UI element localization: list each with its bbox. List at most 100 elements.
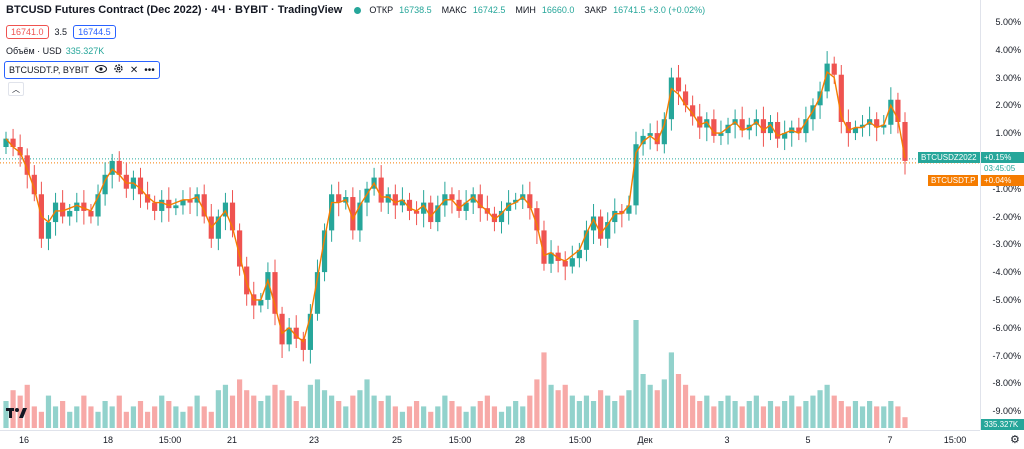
volume-bar <box>640 374 646 428</box>
volume-bar <box>421 406 427 428</box>
volume-bar <box>166 401 172 428</box>
volume-bar <box>520 406 526 428</box>
volume-bar <box>144 411 151 428</box>
volume-value: 335.327K <box>65 46 105 56</box>
candle <box>796 127 802 134</box>
volume-bar <box>675 374 682 428</box>
time-axis-tick: 15:00 <box>448 435 472 445</box>
candle <box>229 202 236 231</box>
volume-bar <box>725 395 731 428</box>
volume-bar <box>364 379 370 428</box>
candle <box>173 205 179 209</box>
volume-bar <box>293 401 299 428</box>
candle <box>222 202 229 217</box>
candle <box>45 222 52 239</box>
candle <box>640 135 646 145</box>
price-axis-tick: 4.00% <box>995 44 1021 55</box>
volume-bar <box>612 401 618 428</box>
volume-bar <box>194 395 200 428</box>
volume-bar <box>668 352 675 428</box>
volume-bar <box>491 406 498 428</box>
price-chart[interactable] <box>0 0 980 430</box>
buy-price-button[interactable]: 16744.5 <box>73 25 116 39</box>
volume-bar <box>661 379 667 428</box>
candle <box>612 210 618 223</box>
candle <box>852 127 859 134</box>
settings-gear-icon[interactable]: ⚙ <box>1010 434 1020 446</box>
candle <box>782 133 788 139</box>
volume-bar <box>767 401 774 428</box>
volume-bar <box>272 384 278 428</box>
volume-bar <box>31 406 37 428</box>
candle <box>463 202 469 211</box>
volume-bar <box>470 406 476 428</box>
volume-bar <box>527 395 533 428</box>
candle <box>421 202 427 214</box>
candle <box>668 77 675 120</box>
candle <box>52 202 59 223</box>
volume-bar <box>810 395 816 428</box>
volume-bar <box>803 401 809 428</box>
volume-bar <box>60 401 66 428</box>
sell-price-button[interactable]: 16741.0 <box>6 25 49 39</box>
candle <box>74 202 80 211</box>
tradingview-logo[interactable] <box>6 406 30 422</box>
volume-bar <box>116 395 122 428</box>
candle <box>845 121 851 134</box>
candle <box>159 199 165 211</box>
volume-bar <box>286 395 292 428</box>
candle <box>456 199 462 211</box>
volume-bar <box>782 401 788 428</box>
candle <box>477 194 483 209</box>
candle <box>449 194 455 200</box>
spread-value: 3.5 <box>54 27 68 37</box>
candle <box>562 260 568 267</box>
volume-bar <box>329 395 335 428</box>
candle <box>675 77 682 92</box>
volume-bar <box>244 390 250 428</box>
volume-bar <box>371 395 377 428</box>
volume-bar <box>137 401 144 428</box>
compare-symbol-legend[interactable]: BTCUSDT.P, BYBIT ✕ ••• <box>4 61 160 79</box>
time-axis-tick: 3 <box>724 435 730 445</box>
time-axis-tick: 5 <box>805 435 811 445</box>
candle <box>874 119 880 128</box>
candle <box>647 133 653 136</box>
volume-bar <box>619 395 625 428</box>
candle <box>803 119 809 134</box>
volume-bar <box>852 401 859 428</box>
close-icon[interactable]: ✕ <box>129 64 139 76</box>
eye-icon[interactable] <box>94 64 107 77</box>
volume-bar <box>251 395 257 428</box>
candle <box>711 119 717 136</box>
more-icon[interactable]: ••• <box>144 64 155 76</box>
volume-bar <box>505 406 512 428</box>
gear-icon[interactable] <box>113 63 124 77</box>
price-axis[interactable]: 5.00% 4.00% 3.00% 2.00% 1.00% -1.00% -2.00% -3.… <box>980 0 1024 430</box>
candle <box>10 138 16 147</box>
volume-bar <box>3 401 9 428</box>
volume-bar <box>152 406 158 428</box>
time-axis[interactable]: 16 18 15:00 21 23 25 15:00 28 15:00 Дек 3 5 7 15:00 <box>0 430 980 449</box>
candle <box>626 205 632 214</box>
volume-bar <box>888 401 894 428</box>
low-value: 16660.0 <box>541 5 575 15</box>
volume-bar <box>534 379 540 428</box>
candle <box>166 199 172 209</box>
volume-bar <box>229 395 236 428</box>
volume-bar <box>350 395 356 428</box>
volume-bar <box>123 411 129 428</box>
symbol-title[interactable]: BTCUSD Futures Contract (Dec 2022) · 4Ч … <box>6 4 343 16</box>
collapse-legend-button[interactable]: ︿ <box>8 82 24 96</box>
candle <box>378 177 384 203</box>
candle <box>774 121 781 139</box>
volume-bar <box>378 401 384 428</box>
candle <box>350 197 356 231</box>
volume-bar <box>173 406 179 428</box>
candle <box>767 121 774 134</box>
volume-bar <box>548 384 554 428</box>
candle <box>498 210 505 223</box>
candle <box>760 119 767 134</box>
candle <box>824 63 830 92</box>
compare-price-value: +0.04% <box>981 175 1024 186</box>
